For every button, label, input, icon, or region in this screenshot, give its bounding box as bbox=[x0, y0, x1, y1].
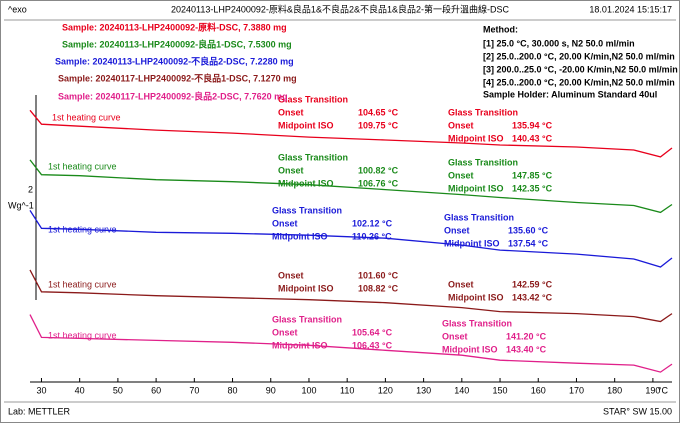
x-tick-label: 120 bbox=[378, 385, 393, 395]
annotation-label: Midpoint ISO bbox=[448, 292, 504, 302]
annotation-label: Midpoint ISO bbox=[278, 283, 334, 293]
annotation-value: 104.65 °C bbox=[358, 107, 399, 117]
x-tick-label: 150 bbox=[493, 385, 508, 395]
exo-label: ^exo bbox=[8, 4, 27, 14]
footer-software: STAR° SW 15.00 bbox=[603, 406, 672, 416]
x-tick-label: 30 bbox=[36, 385, 46, 395]
annotation-value: 101.60 °C bbox=[358, 270, 399, 280]
legend-entry: Sample: 20240113-LHP2400092-不良品2-DSC, 7.… bbox=[55, 55, 294, 66]
annotation-label: Onset bbox=[278, 165, 304, 175]
annotation-value: 141.20 °C bbox=[506, 331, 547, 341]
curve-label: 1st heating curve bbox=[48, 161, 117, 171]
curve bbox=[29, 210, 673, 268]
x-tick-label: 140 bbox=[454, 385, 469, 395]
curve bbox=[29, 314, 673, 373]
annotation-label: Onset bbox=[444, 225, 470, 235]
annotation-title: Glass Transition bbox=[448, 107, 518, 117]
chart-title: 20240113-LHP2400092-原料&良品1&不良品2&不良品1&良品2… bbox=[171, 3, 509, 14]
annotation-value: 109.75 °C bbox=[358, 120, 399, 130]
annotation-title: Glass Transition bbox=[448, 157, 518, 167]
annotation-label: Onset bbox=[272, 218, 298, 228]
timestamp: 18.01.2024 15:15:17 bbox=[589, 4, 672, 14]
curve bbox=[29, 109, 673, 158]
x-tick-label: 180 bbox=[607, 385, 622, 395]
curve bbox=[29, 159, 673, 214]
method-line: [2] 25.0..200.0 °C, 20.00 K/min,N2 50.0 … bbox=[483, 51, 675, 61]
y-label: Wg^-1 bbox=[8, 200, 34, 210]
annotation-label: Midpoint ISO bbox=[442, 344, 498, 354]
annotation-label: Onset bbox=[448, 170, 474, 180]
annotation-title: Glass Transition bbox=[444, 212, 514, 222]
annotation-value: 135.60 °C bbox=[508, 225, 549, 235]
scale-label: 2 bbox=[28, 184, 33, 194]
legend-entry: Sample: 20240113-LHP2400092-良品1-DSC, 7.5… bbox=[62, 38, 292, 49]
annotation-title: Glass Transition bbox=[272, 314, 342, 324]
curve-label: 1st heating curve bbox=[48, 279, 117, 289]
legend-entry: Sample: 20240117-LHP2400092-良品2-DSC, 7.7… bbox=[58, 90, 288, 101]
curve-label: 1st heating curve bbox=[48, 224, 117, 234]
x-tick-label: 60 bbox=[151, 385, 161, 395]
curve-label: 1st heating curve bbox=[48, 330, 117, 340]
method-title: Method: bbox=[483, 24, 518, 34]
x-tick-label: 40 bbox=[75, 385, 85, 395]
annotation-label: Midpoint ISO bbox=[448, 183, 504, 193]
curve bbox=[29, 269, 673, 323]
footer-lab: Lab: METTLER bbox=[8, 406, 71, 416]
x-tick-label: 190 bbox=[645, 385, 660, 395]
method-line: [4] 25.0..200.0 °C, 20.00 K/min,N2 50.0 … bbox=[483, 77, 675, 87]
annotation-title: Glass Transition bbox=[278, 94, 348, 104]
annotation-label: Midpoint ISO bbox=[448, 133, 504, 143]
annotation-value: 110.26 °C bbox=[352, 231, 392, 241]
annotation-label: Midpoint ISO bbox=[278, 178, 334, 188]
x-tick-label: 130 bbox=[416, 385, 431, 395]
annotation-label: Onset bbox=[448, 120, 474, 130]
annotation-value: 106.76 °C bbox=[358, 178, 399, 188]
annotation-value: 143.42 °C bbox=[512, 292, 553, 302]
annotation-label: Onset bbox=[278, 270, 304, 280]
curve-label: 1st heating curve bbox=[52, 112, 121, 122]
x-tick-label: 110 bbox=[340, 385, 354, 395]
x-tick-label: 70 bbox=[189, 385, 199, 395]
x-tick-label: 160 bbox=[531, 385, 546, 395]
method-line: [3] 200.0..25.0 °C, -20.00 K/min,N2 50.0… bbox=[483, 64, 678, 74]
annotation-title: Glass Transition bbox=[442, 318, 512, 328]
annotation-value: 105.64 °C bbox=[352, 327, 393, 337]
annotation-value: 135.94 °C bbox=[512, 120, 553, 130]
sample-holder: Sample Holder: Aluminum Standard 40ul bbox=[483, 89, 657, 99]
annotation-label: Onset bbox=[442, 331, 468, 341]
legend-entry: Sample: 20240117-LHP2400092-不良品1-DSC, 7.… bbox=[58, 72, 297, 83]
annotation-value: 142.59 °C bbox=[512, 279, 553, 289]
annotation-label: Onset bbox=[278, 107, 304, 117]
annotation-value: 100.82 °C bbox=[358, 165, 399, 175]
annotation-title: Glass Transition bbox=[272, 205, 342, 215]
annotation-label: Midpoint ISO bbox=[272, 340, 328, 350]
x-tick-label: 100 bbox=[301, 385, 316, 395]
annotation-label: Midpoint ISO bbox=[444, 238, 500, 248]
annotation-title: Glass Transition bbox=[278, 152, 348, 162]
method-line: [1] 25.0 °C, 30.000 s, N2 50.0 ml/min bbox=[483, 38, 635, 48]
annotation-value: 147.85 °C bbox=[512, 170, 553, 180]
x-tick-label: 80 bbox=[228, 385, 238, 395]
legend-entry: Sample: 20240113-LHP2400092-原料-DSC, 7.38… bbox=[62, 21, 287, 32]
annotation-value: 140.43 °C bbox=[512, 133, 553, 143]
annotation-value: 108.82 °C bbox=[358, 283, 399, 293]
annotation-value: 142.35 °C bbox=[512, 183, 553, 193]
x-tick-label: 50 bbox=[113, 385, 123, 395]
annotation-value: 106.43 °C bbox=[352, 340, 393, 350]
x-tick-label: 90 bbox=[266, 385, 276, 395]
annotation-label: Midpoint ISO bbox=[278, 120, 334, 130]
annotation-label: Onset bbox=[448, 279, 474, 289]
x-unit: °C bbox=[658, 385, 669, 395]
annotation-value: 137.54 °C bbox=[508, 238, 549, 248]
x-tick-label: 170 bbox=[569, 385, 584, 395]
annotation-label: Midpoint ISO bbox=[272, 231, 328, 241]
annotation-label: Onset bbox=[272, 327, 298, 337]
annotation-value: 143.40 °C bbox=[506, 344, 547, 354]
annotation-value: 102.12 °C bbox=[352, 218, 393, 228]
